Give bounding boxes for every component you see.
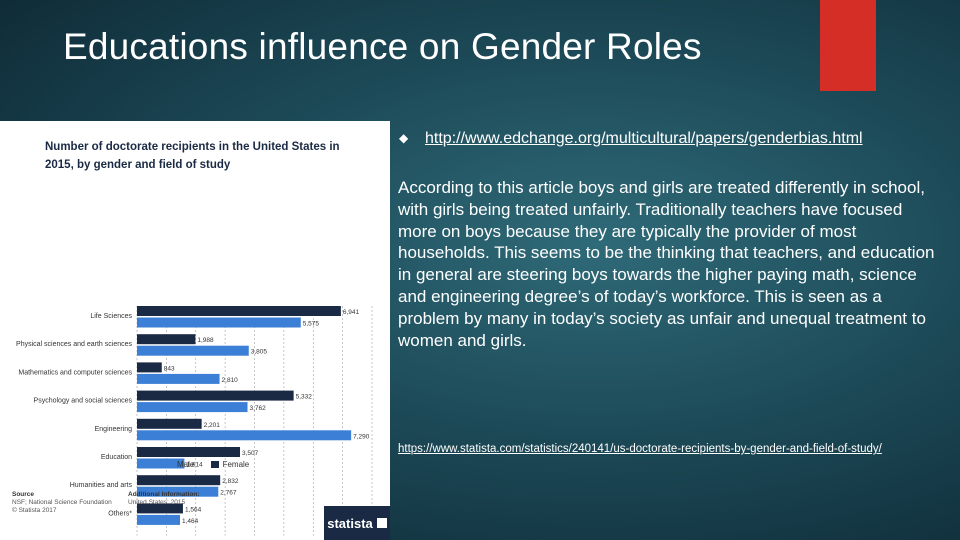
- bar-value-label: 3,762: [250, 405, 267, 412]
- bar-male: [137, 373, 220, 384]
- bar-female: [137, 447, 241, 457]
- bar-value-label: 6,941: [343, 309, 360, 316]
- legend-swatch-female: [210, 461, 219, 468]
- bar-value-label: 3,805: [251, 349, 268, 356]
- bar-male: [137, 402, 248, 413]
- statista-brand-text: statista: [327, 515, 373, 531]
- addinfo-heading: Additional Information:: [128, 491, 200, 498]
- legend-label-male: Male: [177, 460, 195, 469]
- bar-male: [137, 345, 249, 356]
- body-paragraph: According to this article boys and girls…: [398, 178, 935, 350]
- legend-label-female: Female: [222, 460, 250, 469]
- legend-item-male: Male: [165, 460, 194, 469]
- bar-value-label: 2,832: [222, 478, 239, 485]
- category-label: Education: [101, 454, 132, 461]
- bar-value-label: 5,575: [303, 321, 320, 328]
- bar-value-label: 7,290: [353, 433, 370, 440]
- category-label: Mathematics and computer sciences: [18, 369, 132, 376]
- bar-male: [137, 458, 185, 469]
- bar-female: [137, 475, 221, 486]
- bullet-link-row: ◆ http://www.edchange.org/multicultural/…: [398, 128, 938, 149]
- statista-mark-icon: [376, 518, 387, 528]
- chart-additional-info: Additional Information: United States; 2…: [128, 491, 200, 507]
- bar-female: [137, 390, 294, 401]
- bar-value-label: 2,201: [204, 422, 221, 429]
- bar-value-label: 843: [164, 365, 175, 372]
- bar-female: [137, 503, 183, 514]
- bar-female: [137, 306, 341, 316]
- slide-title: Educations influence on Gender Roles: [63, 26, 702, 67]
- chart-source: Source NSF; National Science Foundation …: [12, 491, 112, 515]
- bar-male: [137, 514, 181, 525]
- bar-value-label: 2,767: [220, 490, 237, 497]
- source-line: © Statista 2017: [12, 507, 57, 514]
- bar-value-label: 1,564: [185, 506, 202, 513]
- bar-value-label: 2,810: [222, 377, 239, 384]
- bar-value-label: 1,988: [197, 337, 214, 344]
- statista-source-link[interactable]: https://www.statista.com/statistics/2401…: [398, 443, 882, 455]
- bar-female: [137, 418, 202, 429]
- bar-chart: 01,0002,0003,0004,0005,0006,0007,0008,00…: [16, 306, 373, 536]
- category-label: Engineering: [95, 426, 132, 433]
- chart-legend: Male Female: [165, 460, 263, 470]
- bar-female: [137, 334, 196, 345]
- bar-value-label: 3,507: [242, 450, 259, 457]
- article-link[interactable]: http://www.edchange.org/multicultural/pa…: [425, 130, 863, 147]
- bar-value-label: 1,464: [182, 518, 199, 525]
- source-line: NSF; National Science Foundation: [12, 499, 112, 506]
- bar-female: [137, 362, 162, 373]
- chart-title: Number of doctorate recipients in the Un…: [45, 141, 340, 171]
- addinfo-line: United States; 2015: [128, 499, 186, 506]
- bar-value-label: 5,332: [296, 394, 313, 401]
- category-label: Humanities and arts: [70, 482, 133, 489]
- category-label: Others*: [108, 510, 132, 517]
- legend-item-female: Female: [210, 460, 250, 469]
- chart-image: 01,0002,0003,0004,0005,0006,0007,0008,00…: [0, 121, 390, 540]
- source-heading: Source: [12, 491, 35, 498]
- bar-male: [137, 486, 219, 497]
- category-label: Physical sciences and earth sciences: [16, 341, 132, 348]
- bar-male: [137, 430, 352, 441]
- accent-bar: [820, 0, 876, 91]
- legend-swatch-male: [165, 461, 173, 468]
- category-label: Life Sciences: [90, 313, 132, 320]
- bar-value-label: 1,614: [186, 462, 203, 469]
- diamond-bullet-icon: ◆: [399, 131, 409, 145]
- category-label: Psychology and social sciences: [34, 398, 133, 405]
- bar-male: [137, 317, 301, 328]
- statista-logo: statista: [324, 506, 390, 540]
